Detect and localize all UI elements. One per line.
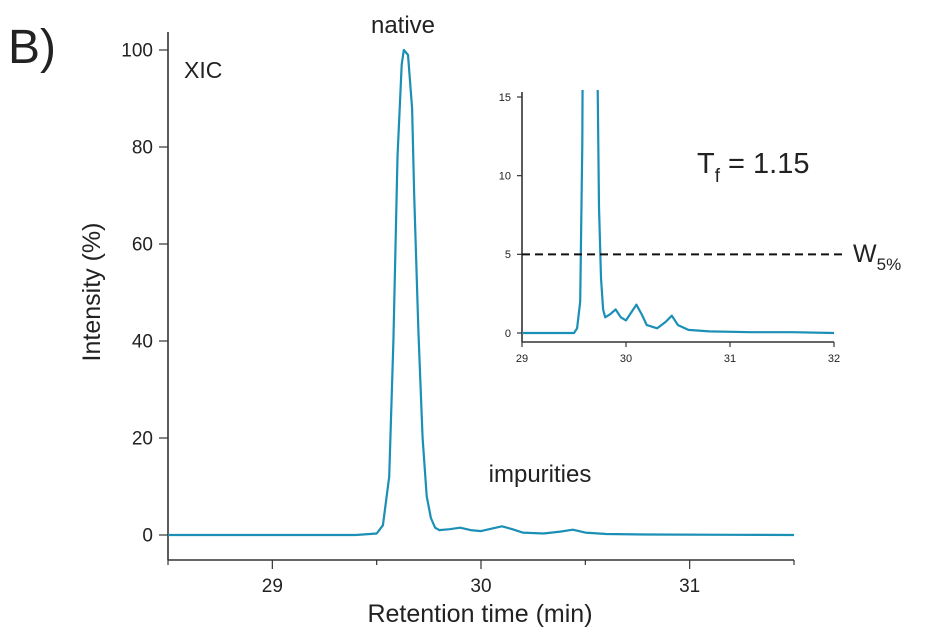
inset-chart: 0 5 10 15 29 30 31 32 Tf = 1.15 W5% [499,90,901,365]
0-y-tick-label: 100 [121,41,153,62]
impurities-label: impurities [489,461,592,488]
0-x-tick-label: 31 [679,576,700,597]
1-x-tick-label: 30 [620,353,632,365]
0-y-tick-label: 0 [142,526,153,547]
0-x-tick-label: 30 [470,576,491,597]
1-y-tick-label: 0 [505,328,511,340]
panel-label: B) [8,21,56,74]
inset-xic-trace [522,90,834,335]
native-peak-label: native [371,12,435,39]
1-y-tick-label: 5 [505,249,511,261]
1-y-tick-label: 10 [499,171,511,183]
xic-label: XIC [184,57,222,83]
0-y-tick-label: 40 [132,332,153,353]
1-x-tick-label: 32 [828,353,840,365]
0-x-tick-label: 29 [262,576,283,597]
0-y-tick-label: 20 [132,429,153,450]
w5-label: W5% [853,240,901,274]
1-x-tick-label: 29 [516,353,528,365]
tailing-factor-label: Tf = 1.15 [697,148,810,187]
main-y-axis-label: Intensity (%) [78,223,106,362]
0-y-tick-label: 80 [132,138,153,159]
1-y-tick-label: 15 [499,92,511,104]
main-x-axis-label: Retention time (min) [367,600,592,628]
1-x-tick-label: 31 [724,353,736,365]
0-y-tick-label: 60 [132,235,153,256]
main-xic-trace [168,48,794,537]
